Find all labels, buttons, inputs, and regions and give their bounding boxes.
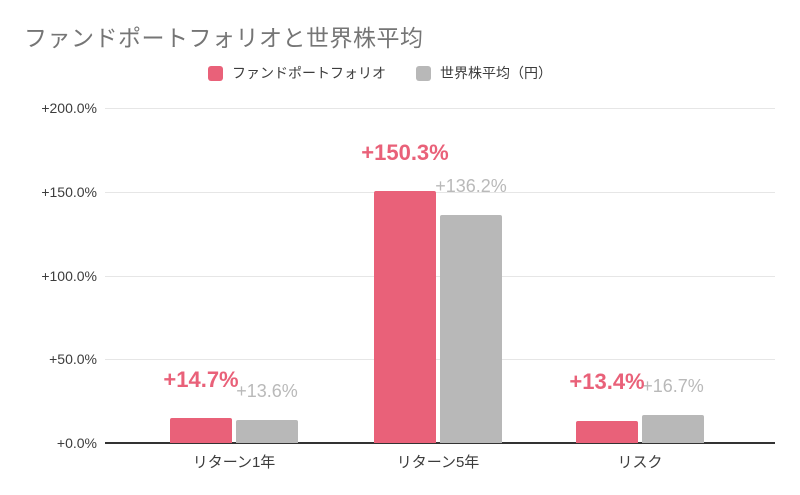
y-axis-tick-label: +100.0%: [41, 267, 97, 284]
y-axis-tick-label: +50.0%: [49, 351, 97, 368]
gridline: [105, 108, 775, 109]
data-label-fund: +13.4%: [569, 369, 645, 395]
bar-world: [440, 214, 502, 443]
bar-world: [236, 420, 298, 443]
data-label-world: +136.2%: [435, 176, 507, 197]
bar-fund: [374, 191, 436, 443]
data-label-fund: +14.7%: [163, 367, 239, 393]
y-axis-tick-label: +0.0%: [56, 435, 97, 451]
gridline: [105, 191, 775, 193]
legend-label-fund: ファンドポートフォリオ: [232, 65, 386, 81]
bar-world: [642, 415, 704, 443]
data-label-world: +13.6%: [236, 381, 298, 402]
y-axis-tick-label: +200.0%: [41, 100, 97, 116]
legend-swatch-world-icon: [416, 65, 431, 81]
bar-fund: [576, 420, 638, 443]
category-label: リスク: [617, 454, 663, 471]
legend-swatch-fund-icon: [208, 65, 223, 81]
x-axis-baseline: [105, 442, 775, 444]
category-label: リターン1年: [192, 454, 276, 471]
legend-label-world: 世界株平均（円）: [440, 65, 552, 81]
bar-fund: [170, 418, 232, 443]
chart-title: ファンドポートフォリオと世界株平均: [24, 25, 424, 51]
data-label-world: +16.7%: [642, 376, 704, 397]
legend-item-world: 世界株平均（円）: [416, 63, 552, 83]
data-label-fund: +150.3%: [361, 140, 449, 166]
category-label: リターン5年: [396, 454, 480, 471]
legend: ファンドポートフォリオ 世界株平均（円）: [0, 63, 760, 83]
y-axis-tick-label: +150.0%: [41, 183, 97, 200]
legend-item-fund: ファンドポートフォリオ: [208, 63, 386, 83]
